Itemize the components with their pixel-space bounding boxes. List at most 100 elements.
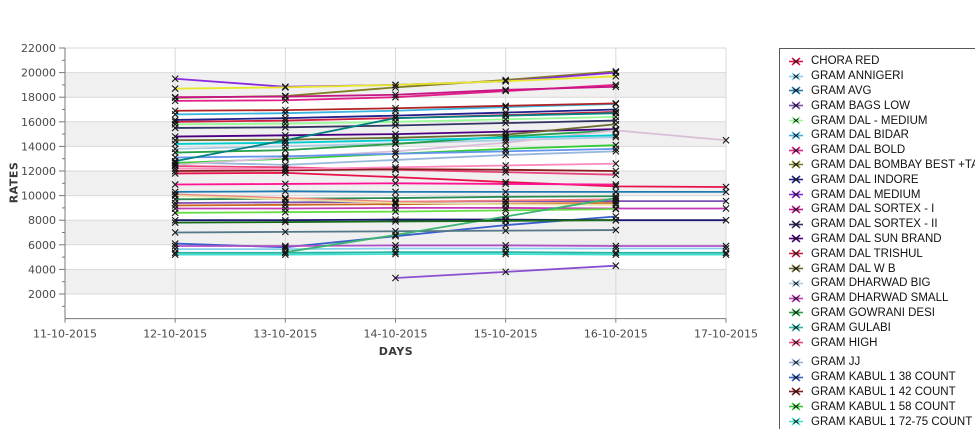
series-x-marker-icon [789, 417, 803, 426]
series-x-marker-icon [789, 234, 803, 244]
legend-item: GRAM GULABI [788, 320, 975, 335]
series-x-marker-icon [789, 323, 803, 332]
series-line [175, 206, 726, 210]
series-x-marker-icon [789, 373, 803, 382]
y-tick-label: 14000 [21, 140, 56, 153]
legend-item: GRAM DAL SUN BRAND [788, 232, 975, 247]
series-x-marker-icon [789, 146, 803, 155]
series-x-marker-icon [789, 402, 803, 411]
series-x-marker-icon [789, 294, 803, 303]
series-x-marker-icon [789, 249, 803, 258]
legend-item: GRAM DHARWAD BIG [788, 276, 975, 291]
legend-item: GRAM DAL BOLD [788, 143, 975, 158]
legend-label: GRAM DAL - MEDIUM [811, 114, 928, 127]
series-line [175, 218, 726, 222]
legend-label: GRAM GULABI [811, 321, 891, 334]
legend-label: GRAM AVG [811, 84, 872, 97]
series-x-marker-icon [789, 358, 803, 367]
x-tick-label: 15-10-2015 [474, 328, 538, 341]
legend-item: GRAM DAL W B [788, 261, 975, 276]
series-line [175, 247, 726, 251]
series-x-marker-icon [789, 116, 803, 125]
x-tick-label: 11-10-2015 [33, 328, 97, 341]
legend-item: GRAM JJ [788, 355, 975, 370]
series-line [175, 190, 726, 193]
x-tick-label: 16-10-2015 [584, 328, 648, 341]
legend-label: GRAM HIGH [811, 336, 878, 349]
series-x-marker-icon [789, 131, 803, 140]
series-line [285, 197, 616, 254]
legend-items: CHORA RED GRAM ANNIGERI GRAM AVG GRAM BAGS … [788, 54, 975, 429]
series-line [175, 244, 726, 247]
x-tick-label: 17-10-2015 [694, 328, 758, 341]
legend-item: GRAM ANNIGERI [788, 69, 975, 84]
series-x-marker-icon [789, 279, 803, 288]
legend-item: GRAM BAGS LOW [788, 98, 975, 113]
y-tick-label: 20000 [21, 67, 56, 80]
y-tick-label: 18000 [21, 91, 56, 104]
series-x-marker-icon [789, 57, 803, 66]
legend-label: GRAM DAL BOLD [811, 144, 906, 157]
series-x-marker-icon [789, 175, 803, 184]
series-x-marker-icon [789, 160, 803, 170]
legend-item: GRAM KABUL 1 38 COUNT [788, 370, 975, 385]
series-x-marker-icon [789, 86, 803, 96]
series-line [175, 253, 726, 256]
legend-label: GRAM ANNIGERI [811, 70, 904, 83]
legend-label: GRAM DAL INDORE [811, 173, 919, 186]
legend-item: GRAM KABUL 1 72-75 COUNT [788, 414, 975, 429]
y-tick-label: 12000 [21, 165, 56, 178]
y-tick-label: 2000 [28, 288, 56, 301]
legend-label: GRAM DAL SORTEX - I [811, 203, 935, 216]
legend-label: GRAM JJ [811, 356, 861, 369]
legend-label: GRAM DAL BOMBAY BEST +TAX [811, 158, 975, 171]
tick-labels: 2000 4000 6000 8000 10000 12000 14000 16000 1800… [21, 42, 758, 341]
legend-item: GRAM DAL MEDIUM [788, 187, 975, 202]
series-x-marker-icon [789, 264, 803, 273]
legend-label: GRAM DAL SORTEX - II [811, 218, 938, 231]
legend-label: GRAM KABUL 1 58 COUNT [811, 400, 956, 413]
legend-item: CHORA RED [788, 54, 975, 69]
legend-item: GRAM DAL SORTEX - II [788, 217, 975, 232]
series-x-marker-icon [789, 205, 803, 214]
y-tick-label: 16000 [21, 116, 56, 129]
legend-label: GRAM KABUL 1 38 COUNT [811, 371, 956, 384]
legend-item: GRAM DAL BOMBAY BEST +TAX [788, 158, 975, 173]
legend-label: GRAM KABUL 1 42 COUNT [811, 385, 956, 398]
legend-label: GRAM DAL BIDAR [811, 129, 909, 142]
legend-item: GRAM KABUL 1 42 COUNT [788, 385, 975, 400]
legend-item: GRAM AVG [788, 84, 975, 99]
x-tick-label: 14-10-2015 [364, 328, 428, 341]
y-tick-label: 6000 [28, 239, 56, 252]
legend-item: GRAM GOWRANI DESI [788, 306, 975, 321]
legend-label: GRAM DAL TRISHUL [811, 247, 923, 260]
series-x-marker-icon [789, 338, 803, 347]
legend-item: GRAM HIGH [788, 335, 975, 350]
series-x-marker-icon [789, 190, 803, 199]
legend-label: GRAM DAL W B [811, 262, 896, 275]
x-axis-title: DAYS [378, 345, 414, 358]
series-line [175, 129, 727, 166]
x-tick-label: 13-10-2015 [253, 328, 317, 341]
legend-item: GRAM DAL BIDAR [788, 128, 975, 143]
series-x-marker-icon [789, 387, 803, 396]
x-tick-label: 12-10-2015 [143, 328, 207, 341]
legend-label: GRAM KABUL 1 72-75 COUNT [811, 415, 973, 428]
legend-item: GRAM KABUL 1 58 COUNT [788, 399, 975, 414]
legend-item: GRAM DAL SORTEX - I [788, 202, 975, 217]
legend-label: GRAM DAL SUN BRAND [811, 232, 942, 245]
legend-label: GRAM GOWRANI DESI [811, 306, 935, 319]
legend-item: GRAM DHARWAD SMALL [788, 291, 975, 306]
data-point-markers [171, 67, 730, 282]
legend-item: GRAM DAL - MEDIUM [788, 113, 975, 128]
legend-label: GRAM BAGS LOW [811, 99, 911, 112]
legend-item: GRAM DAL TRISHUL [788, 246, 975, 261]
series-x-marker-icon [789, 72, 803, 81]
series-line [175, 251, 726, 254]
legend-item: GRAM DAL INDORE [788, 172, 975, 187]
legend-label: GRAM DHARWAD BIG [811, 277, 931, 290]
y-tick-label: 8000 [28, 214, 56, 227]
y-tick-label: 10000 [21, 190, 56, 203]
